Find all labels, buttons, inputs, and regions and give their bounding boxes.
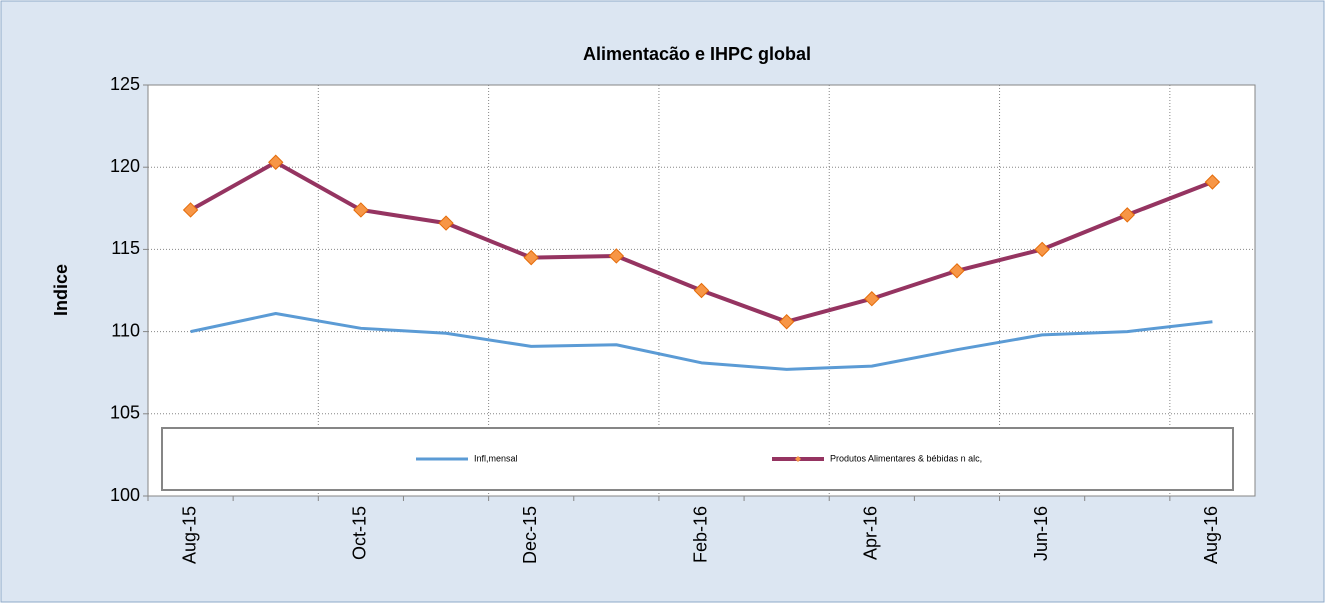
marker	[1204, 174, 1221, 190]
legend	[161, 427, 1234, 491]
marker	[182, 202, 199, 218]
marker	[778, 314, 795, 330]
marker	[438, 215, 454, 231]
y-tick-label: 125	[110, 74, 140, 94]
x-tick-label: Feb-16	[690, 506, 710, 563]
marker	[693, 282, 710, 299]
x-tick-label: Jun-16	[1031, 506, 1051, 561]
y-tick-label: 115	[111, 238, 140, 258]
y-tick-label: 120	[110, 156, 140, 176]
x-tick-label: Apr-16	[861, 506, 881, 560]
marker	[353, 202, 369, 218]
plot-border	[147, 84, 1256, 497]
x-tick-label: Dec-15	[520, 506, 540, 564]
x-tick-label: Aug-15	[179, 506, 199, 564]
marker	[608, 248, 625, 264]
marker	[1034, 241, 1050, 258]
y-tick-label: 100	[110, 485, 140, 505]
legend-label: Produtos Alimentares & bébidas n alc,	[830, 453, 982, 463]
marker	[268, 154, 284, 170]
series-line	[190, 312, 1213, 371]
y-tick-label: 105	[110, 403, 140, 423]
legend-label: Infl,mensal	[474, 453, 518, 463]
marker	[864, 291, 880, 307]
y-axis-label: Indice	[51, 264, 71, 316]
legend-marker	[795, 456, 801, 462]
y-tick-label: 110	[111, 320, 140, 340]
marker	[523, 249, 539, 266]
marker	[949, 263, 965, 279]
x-tick-label: Oct-15	[350, 506, 370, 560]
x-tick-label: Aug-16	[1201, 506, 1221, 564]
marker	[1119, 207, 1135, 223]
chart-title: Alimentacão e IHPC global	[583, 44, 811, 64]
